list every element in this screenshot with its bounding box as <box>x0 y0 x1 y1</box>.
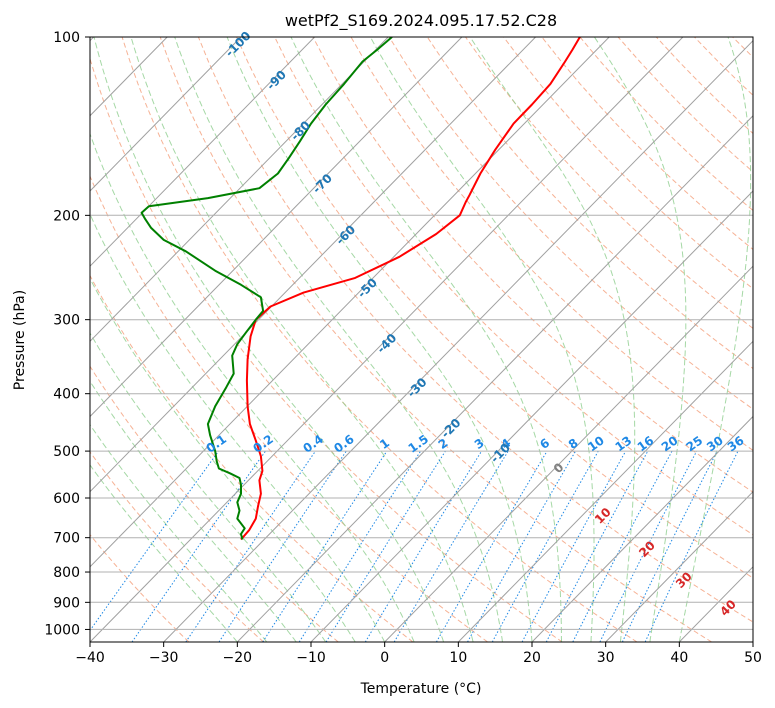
dry-adiabat-line <box>388 37 753 410</box>
x-tick-label: 30 <box>597 650 615 666</box>
y-axis-label: Pressure (hPa) <box>12 290 28 390</box>
dry-adiabat-line <box>90 56 563 642</box>
y-tick-label: 300 <box>53 313 80 329</box>
mixing-ratio-line <box>298 450 422 642</box>
mixing-ratio-line <box>393 450 509 642</box>
isotherm-line <box>310 190 753 642</box>
background-lines <box>90 37 753 642</box>
dry-adiabat-line <box>90 533 190 642</box>
moist-adiabat-line <box>90 380 297 642</box>
mixing-ratio-line <box>185 450 316 642</box>
dry-adiabat-line <box>503 37 753 290</box>
y-tick-label: 700 <box>53 531 80 547</box>
moist-adiabat-line <box>93 37 445 642</box>
moist-adiabat-line <box>90 212 386 642</box>
mixing-ratio-line <box>545 450 649 642</box>
mixing-ratio-line <box>467 450 577 642</box>
dry-adiabat-line <box>159 37 712 642</box>
y-tick-label: 1000 <box>44 622 80 638</box>
isotherm-line <box>90 37 684 642</box>
isotherm-line <box>90 37 463 418</box>
dry-adiabat-line <box>121 37 638 642</box>
profile-line <box>240 37 581 541</box>
moist-adiabat-line <box>593 37 687 642</box>
x-tick-label: −10 <box>296 650 326 666</box>
isotherm-line <box>163 39 753 642</box>
x-tick-label: 50 <box>744 650 762 666</box>
moist-adiabat-line <box>130 37 474 642</box>
moist-adiabat-line <box>90 132 415 642</box>
dry-adiabat-line <box>465 37 753 329</box>
moist-adiabat-line <box>90 332 327 642</box>
dry-adiabat-line <box>197 37 753 623</box>
moist-adiabat-line <box>678 37 752 642</box>
dry-adiabat-line <box>274 37 753 536</box>
isotherm-line <box>90 37 315 267</box>
chart-title: wetPf2_S169.2024.095.17.52.C28 <box>285 11 557 31</box>
profile-line <box>140 37 393 540</box>
y-tick-label: 400 <box>53 387 80 403</box>
x-tick-label: −40 <box>75 650 105 666</box>
moist-adiabat-line <box>369 37 595 642</box>
isotherm-line <box>90 37 536 493</box>
mixing-ratio-line <box>325 450 446 642</box>
x-tick-label: 0 <box>380 650 389 666</box>
isotherm-line <box>90 37 610 568</box>
isotherm-line <box>90 37 389 343</box>
moist-adiabat-line <box>90 423 268 642</box>
x-tick-label: −30 <box>149 650 179 666</box>
mixing-ratio-line <box>218 450 347 642</box>
dry-adiabat-line <box>236 37 753 579</box>
y-tick-label: 100 <box>53 30 80 46</box>
dry-adiabat-line <box>312 37 753 493</box>
x-tick-label: 40 <box>670 650 688 666</box>
mixing-ratio-line <box>262 450 388 642</box>
dry-adiabat-line <box>90 274 414 642</box>
isotherm-line <box>457 340 753 642</box>
plot-area <box>90 37 753 642</box>
y-axis-ticks: 100 200 300 400 500 600 700 800 900 1000 <box>44 30 90 638</box>
moist-adiabat-line <box>226 37 533 642</box>
moist-adiabat-line <box>90 277 356 642</box>
x-axis-ticks: −40 −30 −20 −10 0 10 20 30 40 50 <box>75 642 762 666</box>
x-tick-label: −20 <box>223 650 253 666</box>
mixing-ratio-line <box>572 450 673 642</box>
x-axis-label: Temperature (°C) <box>360 681 482 697</box>
mixing-ratio-line <box>644 450 739 642</box>
x-tick-label: 10 <box>449 650 467 666</box>
data-series <box>140 37 581 541</box>
plot-frame <box>89 36 754 643</box>
moist-adiabat-line <box>174 37 503 642</box>
moist-adiabat-line <box>90 464 238 642</box>
isotherm-line <box>236 115 753 642</box>
isotherm-line <box>605 490 753 642</box>
y-tick-label: 200 <box>53 208 80 224</box>
isotherm-line <box>90 37 242 192</box>
y-tick-label: 900 <box>53 595 80 611</box>
mixing-ratio-line <box>364 450 483 642</box>
isotherm-line <box>531 415 753 642</box>
mixing-ratio-line <box>90 450 220 632</box>
x-tick-label: 20 <box>523 650 541 666</box>
y-tick-label: 600 <box>53 491 80 507</box>
isotherm-line <box>384 265 753 642</box>
moist-adiabat-line <box>469 37 636 642</box>
y-tick-label: 800 <box>53 565 80 581</box>
y-tick-label: 500 <box>53 444 80 460</box>
moist-adiabat-line <box>290 37 562 642</box>
mixing-ratio-line <box>521 450 627 642</box>
mixing-ratio-line <box>599 450 698 642</box>
